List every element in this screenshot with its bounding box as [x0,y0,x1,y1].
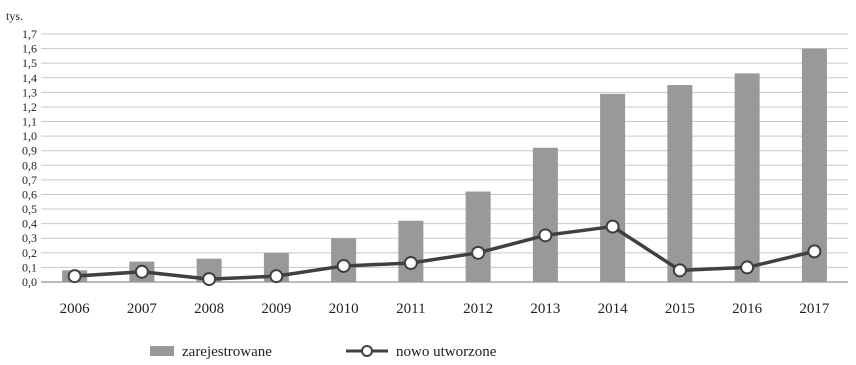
bar-2016 [734,73,760,282]
x-tick-label: 2011 [396,301,425,317]
bar-2011 [398,220,424,282]
x-tick-label: 2009 [261,301,291,317]
y-tick-label: 0,0 [22,275,37,289]
y-axis-ticks: 0,00,10,20,30,40,50,60,70,80,91,01,11,21… [22,27,37,289]
x-tick-label: 2010 [329,301,359,317]
y-tick-label: 1,1 [22,115,37,129]
point-2014 [605,219,620,234]
y-tick-label: 0,1 [22,260,37,274]
y-tick-label: 1,7 [22,27,37,41]
y-unit-label: tys. [6,9,23,23]
y-tick-label: 0,2 [22,246,37,260]
y-tick-label: 0,8 [22,158,37,172]
point-2017 [807,244,822,259]
point-2006 [67,269,82,284]
y-tick-label: 0,6 [22,187,37,201]
y-tick-label: 0,3 [22,231,37,245]
y-tick-label: 0,4 [22,217,37,231]
bar-2014 [600,93,626,282]
x-tick-label: 2008 [194,301,224,317]
point-2013 [538,228,553,243]
x-tick-label: 2006 [60,301,91,317]
legend-swatch-zarejestrowane [150,346,174,356]
y-tick-label: 1,6 [22,42,37,56]
point-2011 [403,256,418,271]
legend-label-zarejestrowane: zarejestrowane [182,344,272,360]
y-tick-label: 1,2 [22,100,37,114]
x-tick-label: 2013 [530,301,560,317]
x-axis-ticks: 2006 2007 2008 2009 2010 2011 2012 2013 2014 2015… [60,301,830,317]
bar-2017 [801,48,827,283]
legend: zarejestrowane nowo utworzone [150,344,497,360]
bar-series [62,48,827,283]
y-tick-label: 1,4 [22,71,37,85]
point-2010 [336,258,351,273]
line-nowo-utworzone [74,224,815,281]
y-tick-label: 1,3 [22,85,37,99]
x-tick-label: 2012 [463,301,493,317]
x-tick-label: 2007 [127,301,158,317]
y-tick-label: 0,7 [22,173,37,187]
point-2007 [134,264,149,279]
bar-2015 [667,85,693,282]
y-tick-label: 1,5 [22,56,37,70]
x-tick-label: 2017 [799,301,830,317]
point-2009 [269,269,284,284]
x-tick-label: 2014 [598,301,629,317]
legend-label-nowo-utworzone: nowo utworzone [396,344,497,360]
point-2008 [202,272,217,287]
bar-2012 [465,191,491,282]
point-2016 [740,260,755,275]
legend-swatch-nowo-utworzone-marker [361,345,373,357]
y-tick-label: 0,5 [22,202,37,216]
y-tick-label: 1,0 [22,129,37,143]
bar-2013 [532,147,558,282]
x-tick-label: 2016 [732,301,763,317]
x-tick-label: 2015 [665,301,695,317]
line-series [67,219,822,287]
point-2015 [672,263,687,278]
gridlines [41,33,848,283]
point-2012 [471,245,486,260]
y-tick-label: 0,9 [22,144,37,158]
